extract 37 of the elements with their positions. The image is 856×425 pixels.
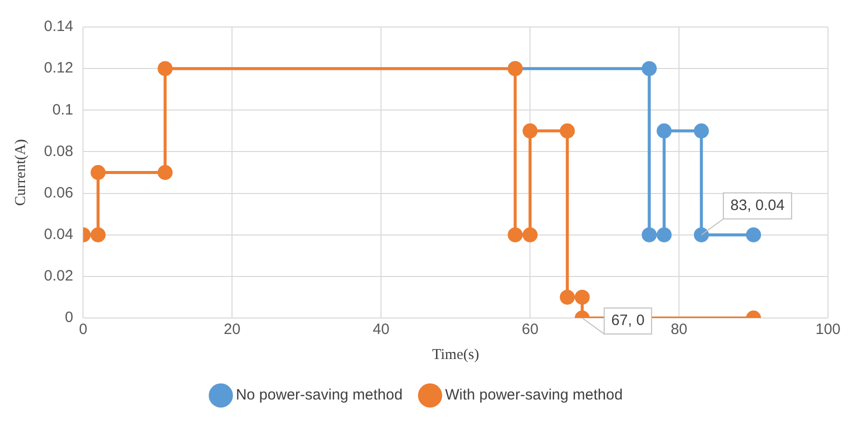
- point: [522, 227, 538, 242]
- point: [90, 227, 106, 242]
- y-axis-title: Current(A): [12, 139, 29, 206]
- x-tick-label: 60: [522, 321, 538, 338]
- annotation: 83, 0.04: [730, 197, 785, 214]
- point: [746, 227, 762, 242]
- x-tick-label: 20: [224, 321, 240, 338]
- x-axis-title: Time(s): [432, 346, 480, 363]
- point: [642, 61, 657, 76]
- point: [694, 123, 709, 138]
- point: [574, 290, 590, 305]
- x-tick-label: 100: [815, 321, 841, 338]
- point: [158, 165, 173, 180]
- y-tick-label: 0.02: [44, 268, 74, 285]
- annotation: 67, 0: [611, 312, 645, 330]
- x-tick-label: 0: [79, 321, 88, 338]
- y-tick-label: 0.08: [44, 142, 74, 160]
- y-tick-label: 0.06: [44, 184, 74, 202]
- y-tick-label: 0.04: [44, 226, 74, 243]
- point: [522, 123, 538, 138]
- x-tick-label: 80: [670, 321, 688, 338]
- legend-label: No power-saving method: [236, 386, 403, 404]
- y-tick-label: 0: [64, 309, 74, 326]
- point: [508, 227, 523, 242]
- point: [90, 165, 106, 180]
- point: [656, 123, 672, 138]
- point: [642, 227, 657, 242]
- point: [560, 290, 575, 305]
- point: [656, 227, 672, 242]
- y-tick-label: 0.12: [44, 60, 74, 77]
- x-tick-label: 40: [372, 321, 390, 338]
- legend-label: With power-saving method: [445, 386, 623, 404]
- point: [694, 227, 709, 242]
- point: [158, 61, 173, 76]
- point: [560, 123, 575, 138]
- y-tick-label: 0.1: [52, 101, 74, 118]
- y-tick-label: 0.14: [44, 18, 74, 36]
